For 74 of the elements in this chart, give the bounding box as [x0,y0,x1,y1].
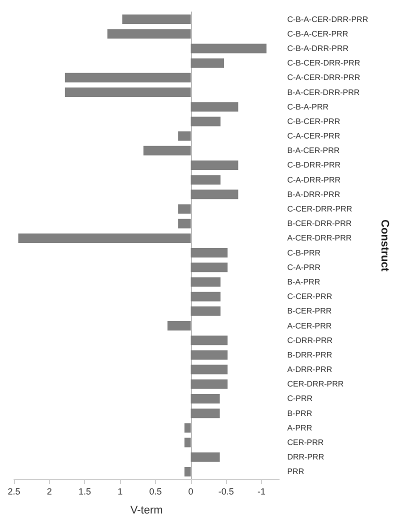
y-tick-label: B-PRR [287,408,312,418]
y-tick-label: C-CER-DRR-PRR [287,204,352,214]
x-tick-label: 2 [46,486,52,496]
bar [107,29,191,39]
y-tick-label: A-CER-DRR-PRR [287,234,352,243]
bar [190,190,238,200]
y-tick-label: C-DRR-PRR [287,336,333,345]
bar [190,58,224,68]
bar [190,277,221,287]
y-tick-label: C-B-DRR-PRR [287,160,341,170]
bar [184,423,191,433]
bar [167,321,191,331]
bar [18,233,191,243]
y-axis-title: Construct [378,220,390,272]
y-tick-label: B-CER-DRR-PRR [287,219,352,228]
y-tick-label: C-B-A-DRR-PRR [287,44,349,53]
y-tick-label: A-DRR-PRR [287,365,332,374]
y-tick-label: B-DRR-PRR [287,350,332,360]
x-tick-label: 2.5 [8,486,20,496]
bar [190,452,220,462]
bar [64,72,191,82]
y-tick-label: C-CER-PRR [287,292,332,302]
x-tick-label: 1.5 [78,486,91,496]
bar [178,218,191,228]
y-tick-label: C-B-A-PRR [287,102,329,112]
y-tick-label: PRR [287,467,304,476]
bar [190,336,228,346]
y-tick-label: C-A-DRR-PRR [287,175,341,184]
y-tick-label: C-A-PRR [287,262,321,272]
bar [190,160,238,170]
y-tick-label: C-PRR [287,394,313,404]
bar [190,262,228,272]
x-tick-label: 0.5 [149,486,162,496]
bar [184,438,191,448]
bar [64,88,191,98]
bar [190,102,238,112]
y-tick-label: C-B-A-CER-DRR-PRR [287,14,368,24]
y-tick-label: B-A-PRR [287,277,320,286]
bar [190,379,228,389]
x-tick-label: 0 [188,486,194,496]
bar [190,408,220,418]
y-tick-label: A-PRR [287,423,312,432]
y-tick-label: C-B-CER-PRR [287,116,340,126]
bar [190,364,228,374]
y-tick-label: CER-PRR [287,438,324,448]
bar [178,131,191,141]
bar [190,44,266,54]
bar [190,350,228,360]
bar [184,466,191,476]
y-tick-label: C-B-CER-DRR-PRR [287,58,360,68]
x-axis-title: V-term [130,504,163,516]
bar [190,116,221,126]
bar [190,292,221,302]
y-tick-label: C-B-PRR [287,248,321,258]
bar [143,146,191,156]
y-tick-label: C-A-CER-PRR [287,132,340,141]
y-tick-label: CER-DRR-PRR [287,380,344,389]
y-tick-label: B-A-CER-DRR-PRR [287,88,360,97]
bar [190,306,221,316]
y-tick-label: C-B-A-CER-PRR [287,29,348,38]
y-tick-label: C-A-CER-DRR-PRR [287,73,360,82]
x-tick-label: -0.5 [218,486,234,496]
y-tick-label: B-A-DRR-PRR [287,190,340,199]
bar [190,175,221,185]
y-tick-label: B-A-CER-PRR [287,146,340,156]
x-tick-label: -1 [258,486,266,496]
y-tick-label: A-CER-PRR [287,321,332,330]
bar [190,248,228,258]
bar [178,204,191,214]
y-tick-label: DRR-PRR [287,452,324,462]
bar [190,394,220,404]
bar [122,14,191,24]
x-tick-label: 1 [118,486,123,496]
y-tick-label: B-CER-PRR [287,306,332,316]
